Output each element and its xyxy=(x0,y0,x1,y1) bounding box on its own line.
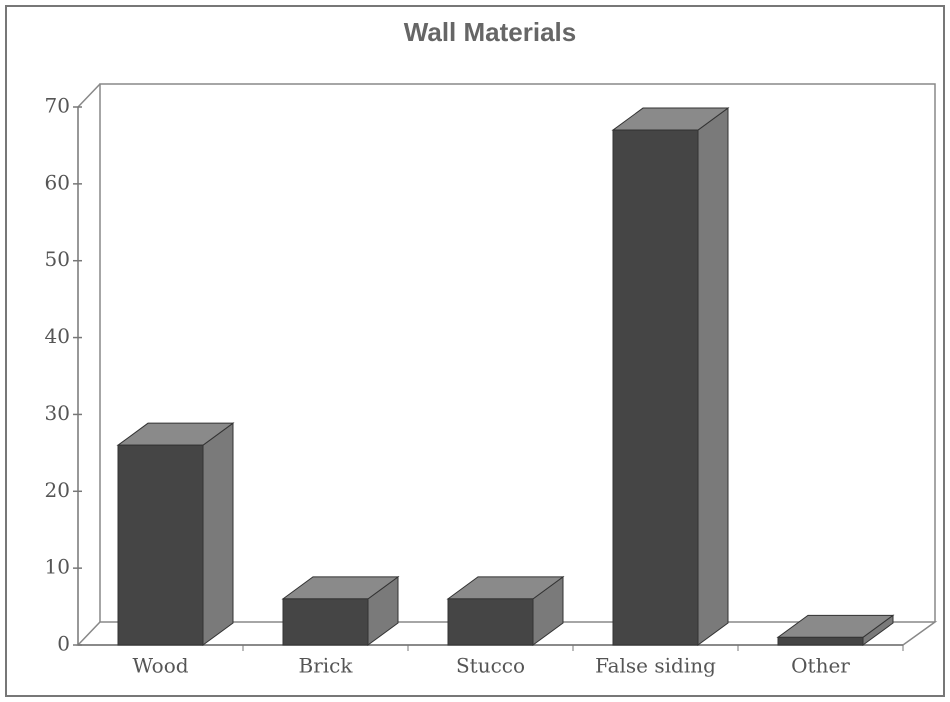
y-tick-label: 70 xyxy=(45,94,70,118)
bar xyxy=(612,129,699,646)
plot-area: 0 10 20 30 40 50 60 70 Wood Brick Stucco False sidi… xyxy=(45,83,938,678)
y-tick-label: 0 xyxy=(57,632,70,656)
bar xyxy=(447,598,534,646)
bar xyxy=(117,444,204,646)
y-tick-label: 60 xyxy=(45,170,70,194)
x-tick-label: Stucco xyxy=(456,654,525,678)
bar xyxy=(282,598,369,646)
bar-side xyxy=(202,422,234,646)
chart-title: Wall Materials xyxy=(404,17,576,47)
x-tick-label: Wood xyxy=(132,654,188,678)
x-tick-label: False siding xyxy=(595,654,716,678)
y-tick-label: 40 xyxy=(45,324,70,348)
y-tick-label: 20 xyxy=(45,478,70,502)
x-tick-label: Brick xyxy=(299,654,354,678)
y-axis-top xyxy=(77,83,101,108)
y-tick-label: 30 xyxy=(45,401,70,425)
y-tick-label: 50 xyxy=(45,247,70,271)
bar xyxy=(777,636,864,646)
back-wall xyxy=(99,83,936,622)
x-tick-label: Other xyxy=(791,654,850,678)
bar-side xyxy=(697,107,729,646)
y-tick-label: 10 xyxy=(45,555,70,579)
